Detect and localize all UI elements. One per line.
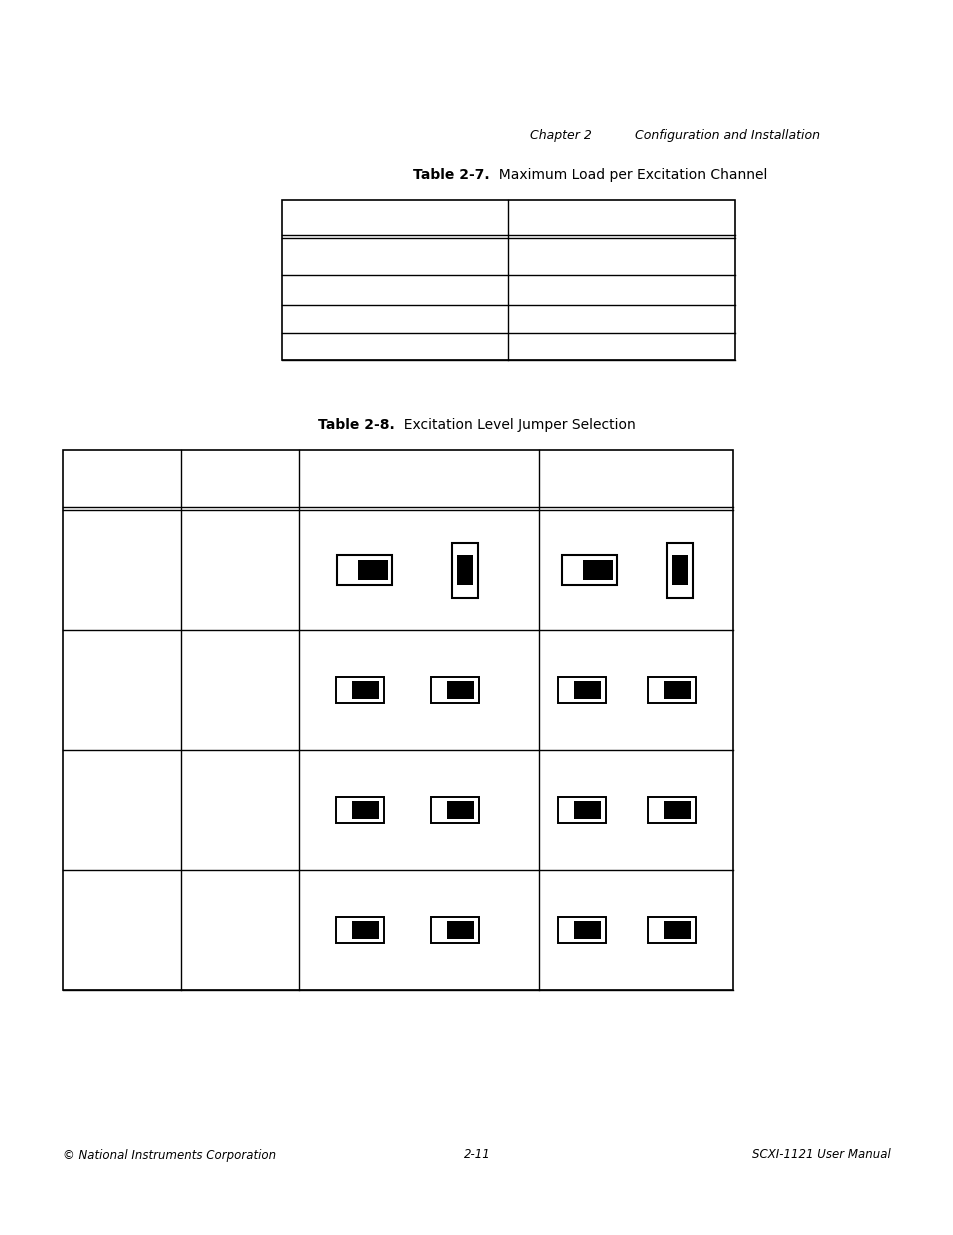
Bar (671, 555, 687, 585)
Bar (335, 918, 384, 944)
Bar (582, 559, 613, 580)
Text: Configuration and Installation: Configuration and Installation (635, 128, 820, 142)
Bar (352, 921, 379, 939)
Bar (452, 542, 477, 598)
Bar (558, 677, 605, 703)
Bar (558, 918, 605, 944)
Bar (574, 680, 601, 699)
Text: Excitation Level Jumper Selection: Excitation Level Jumper Selection (395, 417, 635, 432)
Bar (666, 542, 692, 598)
Bar (456, 555, 473, 585)
Bar (447, 680, 474, 699)
Bar (574, 921, 601, 939)
Text: SCXI-1121 User Manual: SCXI-1121 User Manual (752, 1149, 890, 1161)
Bar (335, 797, 384, 823)
Text: Maximum Load per Excitation Channel: Maximum Load per Excitation Channel (490, 168, 766, 182)
Bar (352, 802, 379, 819)
Bar (431, 918, 478, 944)
Bar (431, 797, 478, 823)
Bar (352, 680, 379, 699)
Bar (335, 677, 384, 703)
Bar (574, 802, 601, 819)
Bar (357, 559, 388, 580)
Text: © National Instruments Corporation: © National Instruments Corporation (63, 1149, 275, 1161)
Text: Table 2-8.: Table 2-8. (318, 417, 395, 432)
Bar (447, 802, 474, 819)
Bar (562, 555, 617, 585)
Bar (63, 450, 732, 990)
Bar (647, 918, 696, 944)
Bar (447, 921, 474, 939)
Bar (282, 200, 734, 359)
Text: 2-11: 2-11 (463, 1149, 490, 1161)
Bar (664, 921, 691, 939)
Bar (558, 797, 605, 823)
Bar (431, 677, 478, 703)
Text: Table 2-7.: Table 2-7. (413, 168, 490, 182)
Bar (647, 677, 696, 703)
Bar (647, 797, 696, 823)
Bar (337, 555, 392, 585)
Text: Chapter 2: Chapter 2 (530, 128, 591, 142)
Bar (664, 680, 691, 699)
Bar (664, 802, 691, 819)
